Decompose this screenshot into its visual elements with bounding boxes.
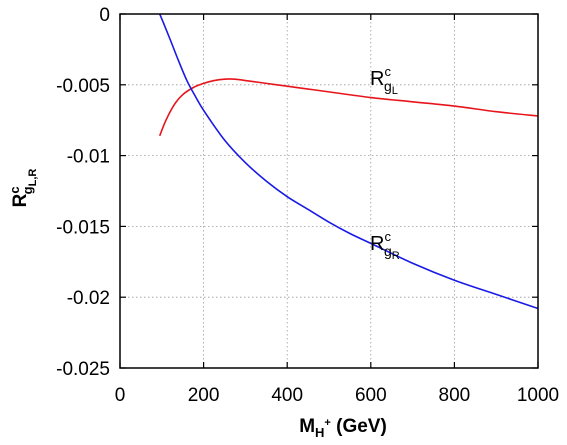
x-tick-label: 1000 — [517, 385, 559, 406]
plot-frame — [119, 13, 539, 369]
series-gr-line — [158, 13, 539, 310]
y-tick-label: -0.01 — [67, 147, 110, 168]
y-tick-label: 0 — [99, 5, 110, 26]
y-tick-label: -0.02 — [67, 288, 110, 309]
tick-marks — [119, 13, 539, 369]
x-tick-label: 200 — [188, 385, 220, 406]
y-tick-label: -0.005 — [56, 76, 110, 97]
curve-labels: Rc gL Rc gR — [370, 64, 400, 262]
y-tick-label: -0.025 — [56, 359, 110, 380]
grid-lines — [120, 14, 538, 368]
series-gl-label: Rc gL — [370, 64, 398, 97]
x-tick-label: 800 — [439, 385, 471, 406]
curves — [158, 13, 539, 310]
series-gr-label: Rc gR — [370, 229, 400, 262]
x-tick-labels: 0 200 400 600 800 1000 — [115, 385, 559, 406]
y-tick-label: -0.015 — [56, 217, 110, 238]
series-gl-line — [158, 78, 539, 137]
y-tick-labels: 0 -0.005 -0.01 -0.015 -0.02 -0.025 — [56, 5, 110, 380]
x-tick-label: 0 — [115, 385, 126, 406]
x-axis-title: MH+ (GeV) — [299, 416, 387, 440]
y-axis-title: RcgL,R — [7, 169, 39, 208]
x-tick-label: 600 — [355, 385, 387, 406]
x-tick-label: 400 — [271, 385, 303, 406]
